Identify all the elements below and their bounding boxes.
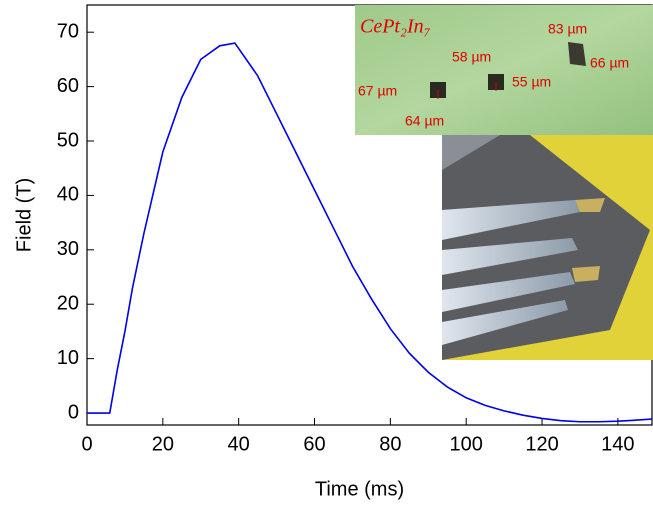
y-tick-label: 40 — [57, 184, 79, 206]
annotation: 66 µm — [590, 55, 629, 71]
annotation: 58 µm — [452, 49, 491, 65]
inset-photo-bottom — [442, 135, 653, 360]
y-tick-label: 50 — [57, 129, 79, 151]
y-tick-label: 70 — [57, 20, 79, 42]
x-tick-label: 100 — [450, 433, 483, 455]
x-tick-label: 140 — [601, 433, 634, 455]
x-tick-label: 120 — [525, 433, 558, 455]
data-line — [87, 42, 653, 423]
y-axis-label: Field (T) — [13, 178, 35, 252]
x-tick-label: 40 — [228, 433, 250, 455]
y-tick-label: 30 — [57, 238, 79, 260]
annotation: 67 µm — [358, 83, 397, 99]
annotation: 55 µm — [512, 74, 551, 90]
x-tick-label: 80 — [379, 433, 401, 455]
y-tick-label: 20 — [57, 293, 79, 315]
y-tick-label: 10 — [57, 347, 79, 369]
x-tick-label: 0 — [81, 433, 92, 455]
annotation: CePt₂In₇ — [360, 16, 431, 38]
annotation: 64 µm — [405, 113, 444, 129]
annotation: 83 µm — [548, 21, 587, 37]
x-axis-label: Time (ms) — [315, 478, 404, 500]
inset-photo-top — [355, 5, 653, 135]
y-tick-label: 60 — [57, 75, 79, 97]
x-tick-label: 20 — [152, 433, 174, 455]
x-tick-label: 60 — [303, 433, 325, 455]
y-tick-label: 0 — [68, 401, 79, 423]
